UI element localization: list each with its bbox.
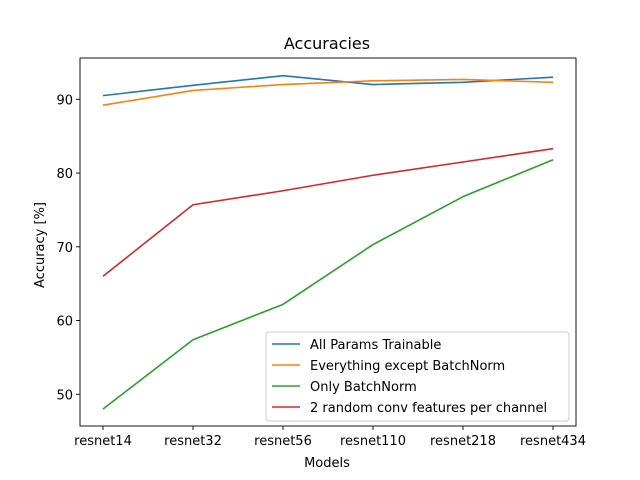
x-tick-label: resnet56 bbox=[254, 434, 312, 449]
legend: All Params Trainable Everything except Ba… bbox=[265, 331, 570, 422]
legend-label-2: Everything except BatchNorm bbox=[310, 359, 505, 374]
series-line-1 bbox=[102, 74, 554, 97]
x-tick-label: resnet110 bbox=[340, 434, 406, 449]
axes-layer: resnet14 resnet32 resnet56 resnet110 resnet2… bbox=[56, 57, 586, 449]
legend-label-4: 2 random conv features per channel bbox=[310, 401, 547, 416]
chart-title: Accuracies bbox=[284, 34, 370, 53]
legend-box bbox=[265, 331, 570, 422]
series-layer bbox=[102, 74, 554, 410]
legend-label-1: All Params Trainable bbox=[310, 338, 441, 353]
series-line-4 bbox=[102, 147, 554, 277]
y-tick-label: 90 bbox=[56, 93, 73, 108]
y-axis-label: Accuracy [%] bbox=[33, 202, 48, 288]
series-line-3 bbox=[102, 159, 554, 410]
x-tick-label: resnet32 bbox=[164, 434, 222, 449]
y-tick-label: 50 bbox=[56, 388, 73, 403]
x-tick-label: resnet14 bbox=[74, 434, 132, 449]
y-tick-label: 70 bbox=[56, 241, 73, 256]
legend-label-3: Only BatchNorm bbox=[310, 380, 417, 395]
x-tick-label: resnet218 bbox=[430, 434, 496, 449]
plot-frame bbox=[79, 57, 577, 427]
y-tick-label: 80 bbox=[56, 167, 73, 182]
y-tick-label: 60 bbox=[56, 315, 73, 330]
series-line-2 bbox=[102, 78, 554, 106]
x-axis-label: Models bbox=[304, 456, 350, 471]
x-tick-label: resnet434 bbox=[520, 434, 586, 449]
